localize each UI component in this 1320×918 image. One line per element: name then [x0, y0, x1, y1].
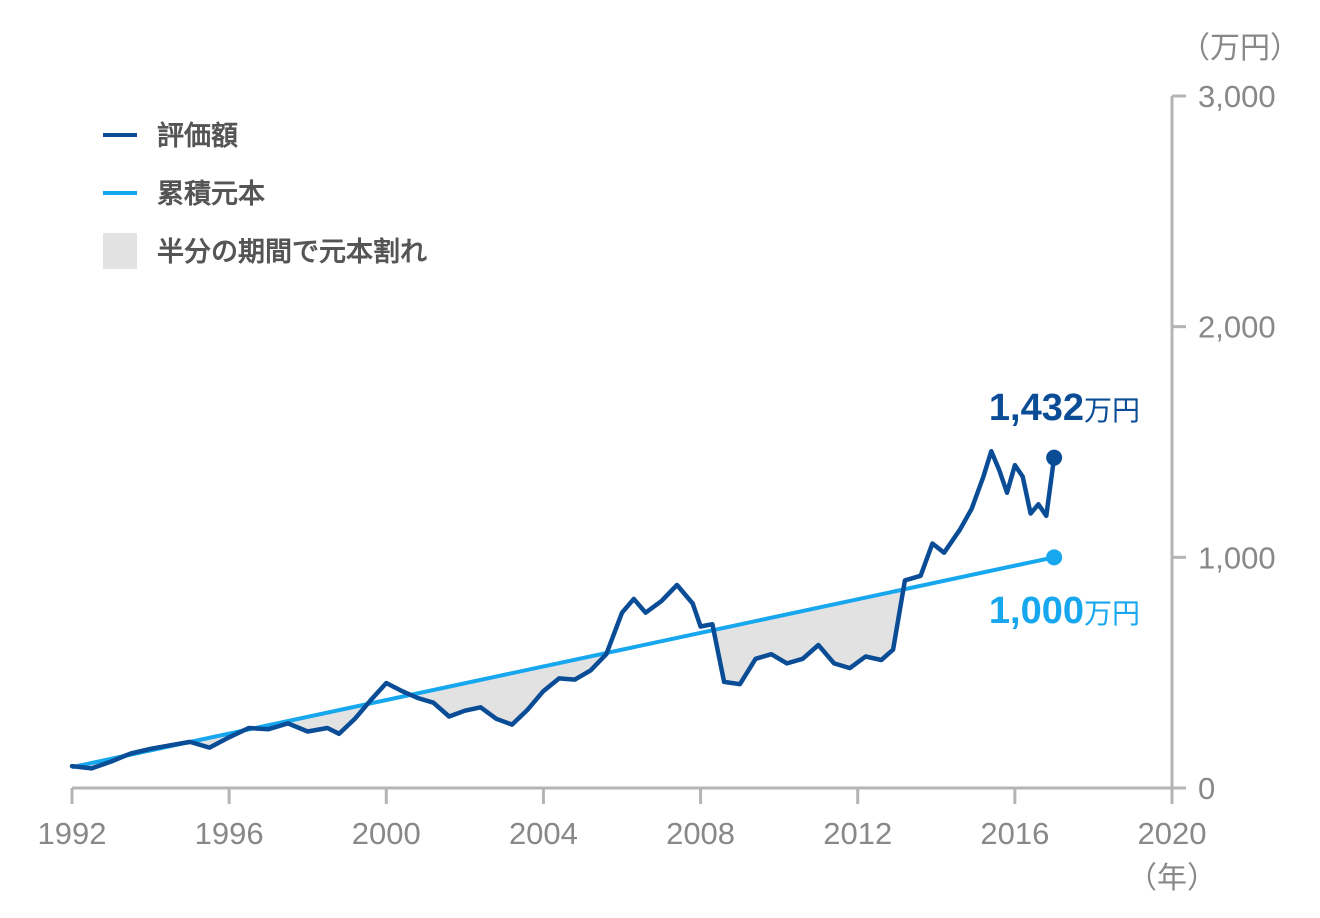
principal-line — [71, 555, 1055, 770]
principal-end-label: 1,000万円 — [989, 590, 1140, 632]
valuation-end-marker — [1046, 449, 1063, 466]
x-tick-label: 2020 — [1138, 816, 1207, 851]
valuation-end-unit: 万円 — [1084, 394, 1140, 427]
x-tick-label: 2012 — [823, 816, 892, 851]
principal-end-marker — [1046, 549, 1063, 566]
legend-label-principal: 累積元本 — [157, 179, 265, 210]
x-axis-ticks: 1992 1996 2000 2004 2008 2012 2016 2020 — [38, 788, 1207, 851]
legend-label-valuation: 評価額 — [157, 120, 238, 152]
y-axis-unit: （万円） — [1180, 31, 1300, 66]
x-tick-label: 2004 — [509, 816, 578, 851]
valuation-end-value: 1,432 — [989, 387, 1084, 429]
valuation-line — [69, 448, 1057, 771]
x-tick-label: 1992 — [38, 816, 107, 851]
x-axis-unit: （年） — [1127, 861, 1217, 896]
x-tick-label: 2008 — [666, 816, 735, 851]
y-tick-label: 0 — [1198, 771, 1215, 806]
x-tick-label: 2016 — [980, 816, 1049, 851]
principal-end-value: 1,000 — [989, 590, 1084, 632]
legend-swatch-underwater — [103, 233, 137, 269]
principal-end-unit: 万円 — [1084, 597, 1140, 630]
y-tick-label: 2,000 — [1198, 310, 1276, 345]
y-axis-ticks: 0 1,000 2,000 3,000 — [1172, 79, 1276, 806]
x-tick-label: 2000 — [352, 816, 421, 851]
legend: 評価額 累積元本 半分の期間で元本割れ — [103, 120, 427, 269]
x-tick-label: 1996 — [195, 816, 264, 851]
y-tick-label: 1,000 — [1198, 540, 1276, 575]
valuation-end-label: 1,432万円 — [989, 387, 1140, 429]
y-tick-label: 3,000 — [1198, 79, 1276, 114]
legend-label-underwater: 半分の期間で元本割れ — [157, 236, 427, 268]
